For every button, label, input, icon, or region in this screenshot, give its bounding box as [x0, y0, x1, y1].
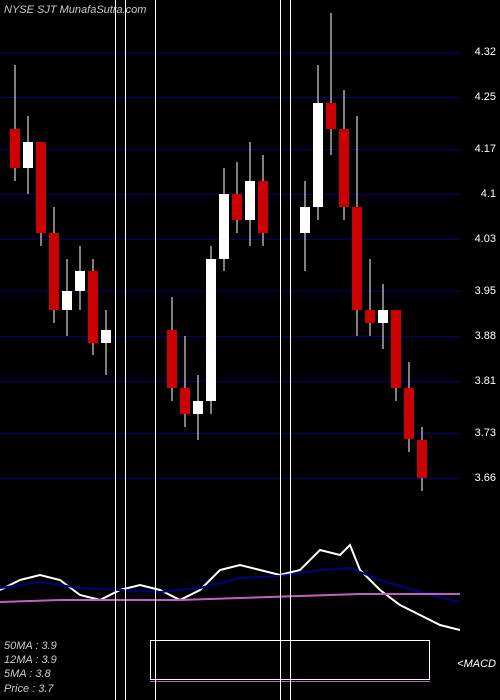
price-area [0, 0, 460, 530]
vertical-marker [155, 0, 156, 700]
chart-title: NYSE SJT MunafaSutra.com [4, 4, 146, 16]
y-axis-label: 3.95 [475, 285, 496, 297]
gridline [0, 52, 460, 53]
vertical-marker [125, 0, 126, 700]
indicator-line [0, 568, 460, 602]
indicator-line [0, 545, 460, 630]
candle [75, 246, 85, 311]
ma50-stat: 50MA : 3.9 [4, 639, 57, 653]
y-axis-label: 3.88 [475, 330, 496, 342]
gridline [0, 433, 460, 434]
candle [245, 142, 255, 245]
gridline [0, 239, 460, 240]
gridline [0, 478, 460, 479]
vertical-marker [280, 0, 281, 700]
candle [10, 65, 20, 181]
candle [206, 246, 216, 414]
indicator-svg [0, 530, 460, 640]
candle [167, 297, 177, 400]
y-axis-label: 3.81 [475, 375, 496, 387]
candle [313, 65, 323, 220]
candle [352, 116, 362, 336]
candle [300, 181, 310, 271]
candle [88, 259, 98, 356]
y-axis-label: 4.32 [475, 46, 496, 58]
candle [232, 162, 242, 233]
y-axis-label: 4.03 [475, 233, 496, 245]
stats-panel: 50MA : 3.9 12MA : 3.9 5MA : 3.8 Price : … [4, 639, 57, 696]
vertical-marker [290, 0, 291, 700]
y-axis-label: 4.25 [475, 91, 496, 103]
chart-container: NYSE SJT MunafaSutra.com 50MA : 3.9 12MA… [0, 0, 500, 700]
candle [180, 336, 190, 426]
indicator-area [0, 530, 460, 640]
candle [258, 155, 268, 245]
candle [101, 310, 111, 375]
gridline [0, 194, 460, 195]
candle [378, 284, 388, 349]
candle [23, 116, 33, 194]
candle [62, 259, 72, 337]
candle [49, 207, 59, 323]
ma12-stat: 12MA : 3.9 [4, 653, 57, 667]
candle [36, 142, 46, 245]
candle [417, 427, 427, 492]
y-axis-label: 3.73 [475, 427, 496, 439]
y-axis-label: 4.1 [481, 188, 496, 200]
y-axis-label: 3.66 [475, 472, 496, 484]
gridline [0, 97, 460, 98]
candle [365, 259, 375, 337]
candle [404, 362, 414, 452]
gridline [0, 149, 460, 150]
candle [326, 13, 336, 155]
candle [391, 310, 401, 400]
candle [193, 375, 203, 440]
candle [339, 90, 349, 219]
ma5-stat: 5MA : 3.8 [4, 667, 57, 681]
macd-label: <MACD [457, 658, 496, 670]
price-stat: Price : 3.7 [4, 682, 57, 696]
y-axis-label: 4.17 [475, 143, 496, 155]
candle [219, 168, 229, 271]
vertical-marker [115, 0, 116, 700]
